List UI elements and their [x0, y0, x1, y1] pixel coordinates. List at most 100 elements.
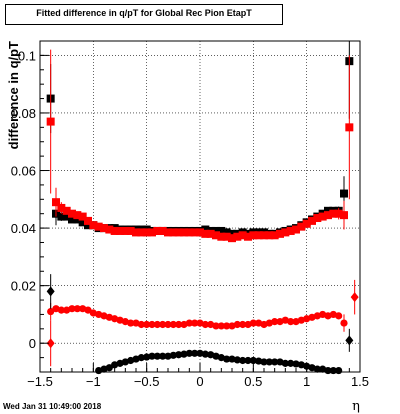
y-tick-label: 0.02 [11, 279, 36, 294]
data-point [228, 355, 236, 363]
data-point [143, 353, 151, 361]
data-point [78, 218, 87, 227]
data-point [334, 209, 343, 218]
y-tick-label: 0.08 [11, 106, 36, 121]
data-point [73, 305, 81, 313]
data-point [132, 228, 140, 237]
data-point [142, 228, 151, 237]
data-point [68, 305, 76, 313]
data-point [222, 228, 231, 237]
data-point [148, 320, 156, 329]
y-tick-label: 0 [29, 336, 36, 351]
data-point [318, 212, 327, 221]
data-point [206, 229, 215, 238]
data-point [164, 320, 172, 329]
data-point [239, 356, 247, 365]
data-point [324, 211, 332, 220]
data-point [174, 228, 183, 237]
data-point [249, 356, 257, 365]
data-point [137, 228, 146, 237]
y-tick-label: 0.1 [18, 48, 36, 63]
data-point [196, 228, 204, 237]
data-point [244, 356, 252, 365]
data-point [169, 320, 177, 329]
data-series [46, 279, 359, 367]
data-point [212, 231, 220, 240]
data-point [73, 211, 82, 220]
data-point [164, 228, 172, 237]
data-point [180, 350, 188, 358]
data-point [249, 231, 258, 240]
data-point [73, 215, 82, 224]
data-point [57, 203, 66, 212]
data-point [271, 318, 279, 326]
data-point [89, 221, 98, 230]
data-point [260, 231, 268, 240]
data-point [233, 320, 241, 329]
x-axis-label: η [352, 399, 360, 414]
data-point [46, 286, 55, 297]
data-point [260, 358, 268, 366]
data-point [164, 352, 172, 360]
data-point [169, 351, 177, 359]
data-point [201, 320, 209, 329]
data-point [324, 206, 332, 215]
data-point [47, 307, 55, 316]
data-point [201, 225, 210, 234]
x-tick-label: −1.5 [27, 374, 53, 389]
x-tick-label: 0 [196, 374, 203, 389]
data-point [78, 212, 87, 221]
data-point [217, 226, 226, 235]
data-point [159, 320, 167, 329]
data-point [84, 306, 92, 314]
data-point [233, 356, 241, 364]
data-point [212, 226, 220, 235]
data-point [228, 229, 236, 238]
data-point [276, 229, 284, 238]
data-point [175, 351, 183, 359]
data-point [281, 228, 290, 237]
data-point [350, 292, 359, 303]
data-point [185, 349, 193, 357]
data-point [217, 322, 225, 330]
data-point [329, 209, 338, 218]
data-point [228, 234, 236, 243]
data-point [52, 198, 60, 207]
data-point [287, 318, 295, 326]
data-point [175, 320, 183, 329]
data-point [84, 221, 92, 230]
y-axis-label: difference in q/pT [6, 41, 21, 149]
data-point [292, 225, 300, 234]
data-series [95, 349, 343, 375]
data-point [185, 319, 193, 327]
data-point [297, 222, 306, 231]
data-point [335, 312, 343, 320]
data-point [180, 228, 188, 237]
data-point [265, 231, 274, 240]
data-point [158, 226, 167, 235]
timestamp: Wed Jan 31 10:49:00 2018 [3, 402, 102, 411]
data-series [46, 274, 354, 352]
y-tick-label: 0.06 [11, 164, 36, 179]
data-point [57, 212, 66, 221]
data-point [238, 231, 247, 240]
data-point [126, 226, 135, 235]
data-point [190, 228, 199, 237]
data-point [62, 206, 71, 215]
y-tick-label: 0.04 [11, 221, 36, 236]
data-point [201, 229, 210, 238]
data-point [212, 322, 220, 330]
data-point [94, 222, 103, 231]
data-point [345, 123, 354, 132]
data-point [46, 338, 55, 349]
data-point [105, 364, 113, 372]
data-point [62, 212, 71, 221]
x-tick-label: 1.5 [351, 374, 369, 389]
data-point [116, 226, 124, 235]
data-point [137, 320, 145, 329]
data-point [286, 226, 295, 235]
data-point [255, 357, 263, 365]
data-point [223, 355, 231, 363]
data-point [100, 224, 108, 233]
